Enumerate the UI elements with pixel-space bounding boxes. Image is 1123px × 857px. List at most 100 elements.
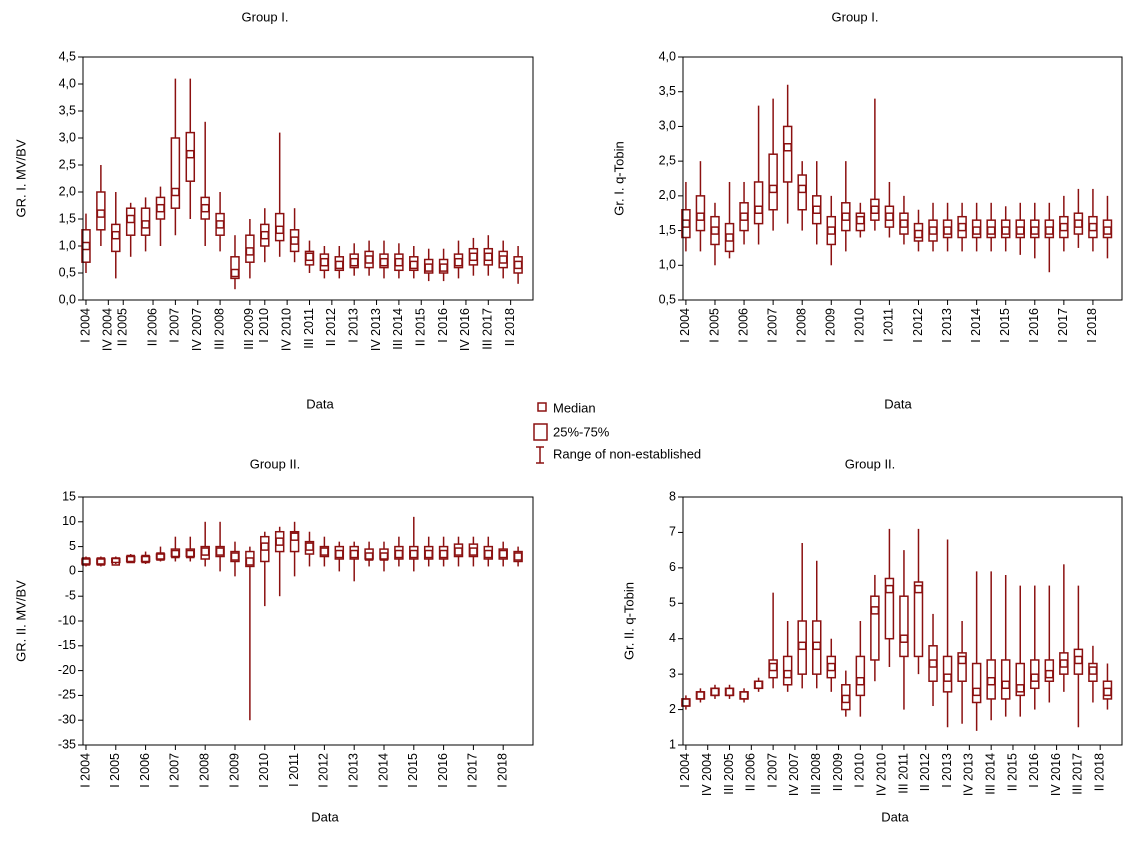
- x-tick-label: I 2004: [78, 753, 92, 788]
- median: [797, 184, 807, 194]
- box: [782, 125, 793, 183]
- median: [1030, 673, 1040, 682]
- legend: Median 25%-75% Range of non-established: [533, 400, 701, 464]
- x-tick-label: III 2011: [896, 753, 910, 794]
- y-tick-label: 1: [669, 737, 676, 751]
- x-tick-label: I 2016: [1027, 308, 1041, 343]
- x-tick-label: IV 2016: [1049, 753, 1063, 796]
- y-tick-label: -30: [58, 712, 76, 726]
- median: [1015, 684, 1025, 693]
- median: [928, 659, 938, 668]
- x-tick-label: I 2016: [436, 308, 450, 343]
- median: [439, 549, 448, 559]
- y-tick-label: -5: [65, 588, 76, 602]
- median: [870, 606, 880, 615]
- median: [335, 549, 344, 559]
- median: [409, 260, 419, 270]
- x-tick-label: I 2008: [197, 753, 211, 788]
- median: [454, 257, 463, 267]
- median: [943, 226, 952, 235]
- median: [812, 641, 821, 651]
- median: [899, 219, 909, 228]
- box: [855, 655, 866, 697]
- median: [186, 549, 195, 559]
- x-tick-label: III 2017: [481, 308, 495, 350]
- chart-panel: Group I. Data GR. I. MV/BV 0,0 0,5 1,0 1,5 2,0 2…: [13, 9, 534, 411]
- median: [349, 549, 359, 559]
- median: [469, 252, 478, 262]
- median: [513, 552, 523, 561]
- x-axis-label: Data: [881, 809, 909, 824]
- median: [870, 205, 880, 214]
- median: [1103, 226, 1112, 235]
- median: [394, 257, 404, 267]
- median: [957, 655, 967, 665]
- median: [320, 257, 329, 267]
- median: [200, 203, 210, 213]
- y-tick-label: 3,5: [659, 84, 676, 98]
- plot-area: [81, 78, 523, 290]
- x-tick-label: III 2008: [212, 308, 226, 350]
- y-tick-label: -35: [58, 737, 76, 751]
- x-tick-label: II 2006: [744, 753, 758, 791]
- x-tick-label: I 2013: [346, 308, 360, 343]
- median: [454, 547, 463, 556]
- box: [899, 595, 909, 658]
- median: [484, 252, 493, 262]
- median: [681, 219, 691, 228]
- median: [1088, 666, 1098, 675]
- median: [126, 214, 135, 224]
- median: [725, 233, 734, 242]
- median: [768, 184, 778, 194]
- median: [364, 552, 374, 561]
- x-tick-label: I 2013: [346, 753, 360, 788]
- legend-label: 25%-75%: [553, 424, 610, 439]
- x-tick-label: I 2011: [882, 308, 896, 342]
- x-tick-label: IV 2007: [787, 753, 801, 796]
- median: [186, 149, 195, 159]
- box: [884, 577, 895, 640]
- median: [739, 691, 749, 700]
- median: [364, 255, 374, 264]
- median: [972, 687, 981, 697]
- box: [971, 662, 982, 704]
- y-tick-label: 2,5: [659, 153, 676, 167]
- x-tick-label: I 2017: [466, 753, 480, 788]
- chart-title: Group II.: [845, 456, 896, 471]
- median: [812, 205, 821, 214]
- median: [156, 203, 165, 213]
- median: [827, 662, 836, 672]
- median: [710, 687, 720, 697]
- x-tick-label: I 2009: [824, 308, 838, 343]
- median: [171, 549, 180, 559]
- y-tick-label: 5: [669, 596, 676, 610]
- x-axis-label: Data: [306, 396, 334, 411]
- median: [424, 263, 433, 272]
- y-tick-label: 3,0: [59, 130, 76, 144]
- x-tick-label: III 2014: [983, 753, 997, 795]
- median: [1059, 659, 1069, 668]
- median: [797, 641, 807, 651]
- median: [768, 662, 778, 672]
- median: [696, 212, 705, 221]
- box: [230, 256, 240, 280]
- x-tick-label: I 2012: [911, 308, 925, 343]
- x-tick-label: IV 2013: [369, 308, 383, 351]
- y-tick-label: 1,5: [659, 223, 676, 237]
- x-tick-label: I 2009: [227, 753, 241, 788]
- x-tick-label: I 2008: [794, 308, 808, 343]
- y-tick-label: -10: [58, 613, 76, 627]
- x-tick-label: II 2005: [116, 308, 130, 346]
- median: [305, 542, 314, 551]
- median: [710, 226, 720, 235]
- x-tick-label: I 2010: [853, 308, 867, 343]
- x-tick-label: I 2015: [406, 753, 420, 788]
- y-tick-label: 15: [62, 489, 76, 503]
- legend-whisker-icon: [536, 446, 544, 464]
- box: [957, 652, 967, 682]
- median: [943, 673, 952, 682]
- x-tick-label: I 2016: [1027, 753, 1041, 788]
- plot-frame: [82, 56, 534, 301]
- y-tick-label: 3,5: [59, 103, 76, 117]
- x-tick-label: I 2007: [168, 308, 182, 343]
